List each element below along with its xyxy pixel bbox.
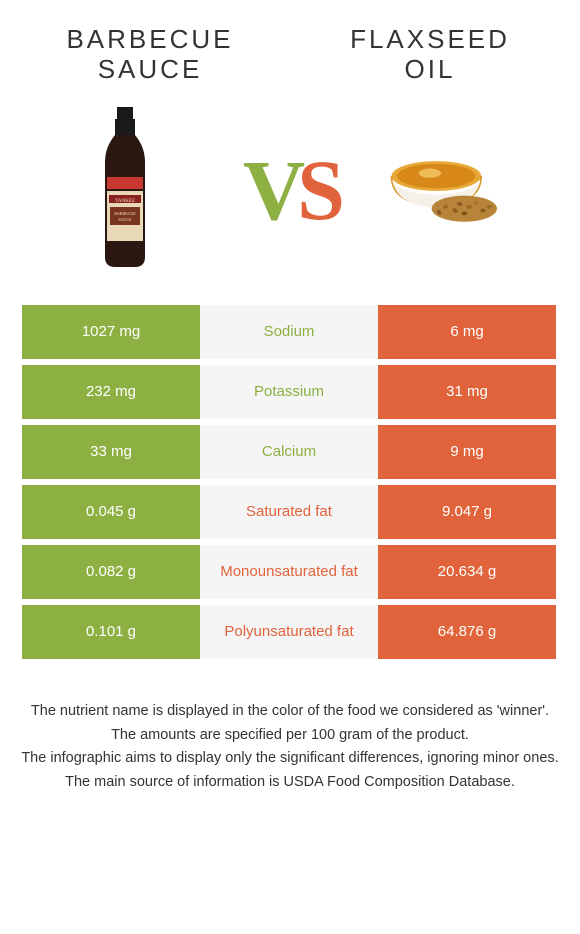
left-value-cell: 0.045 g — [22, 485, 200, 539]
nutrient-name-cell: Calcium — [200, 425, 378, 479]
right-value-cell: 31 mg — [378, 365, 556, 419]
right-value-cell: 9.047 g — [378, 485, 556, 539]
left-food-title: BARBECUE SAUCE — [50, 25, 250, 85]
nutrient-name-cell: Saturated fat — [200, 485, 378, 539]
table-row: 1027 mgSodium6 mg — [22, 305, 558, 359]
table-row: 232 mgPotassium31 mg — [22, 365, 558, 419]
footer-line4: The main source of information is USDA F… — [20, 772, 560, 794]
flaxseed-oil-icon — [385, 135, 525, 245]
footer-line3: The infographic aims to display only the… — [20, 748, 560, 770]
table-row: 33 mgCalcium9 mg — [22, 425, 558, 479]
left-value-cell: 33 mg — [22, 425, 200, 479]
vs-v-letter: V — [243, 142, 297, 238]
left-title-line1: BARBECUE — [50, 25, 250, 55]
right-title-line2: OIL — [330, 55, 530, 85]
right-value-cell: 64.876 g — [378, 605, 556, 659]
right-title-line1: FLAXSEED — [330, 25, 530, 55]
right-value-cell: 6 mg — [378, 305, 556, 359]
table-row: 0.082 gMonounsaturated fat20.634 g — [22, 545, 558, 599]
vs-label: VS — [243, 140, 337, 240]
right-value-cell: 9 mg — [378, 425, 556, 479]
right-food-title: FLAXSEED OIL — [330, 25, 530, 85]
left-value-cell: 0.082 g — [22, 545, 200, 599]
right-value-cell: 20.634 g — [378, 545, 556, 599]
right-food-image — [385, 105, 525, 275]
svg-text:SAUCE: SAUCE — [118, 217, 132, 222]
left-value-cell: 0.101 g — [22, 605, 200, 659]
nutrient-name-cell: Sodium — [200, 305, 378, 359]
nutrient-name-cell: Potassium — [200, 365, 378, 419]
svg-text:YANKEE: YANKEE — [115, 199, 135, 204]
images-row: YANKEE BARBECUE SAUCE VS — [0, 85, 580, 305]
left-title-line2: SAUCE — [50, 55, 250, 85]
header: BARBECUE SAUCE FLAXSEED OIL — [0, 0, 580, 85]
svg-text:BARBECUE: BARBECUE — [114, 211, 136, 216]
comparison-table: 1027 mgSodium6 mg 232 mgPotassium31 mg 33 … — [22, 305, 558, 659]
table-row: 0.045 gSaturated fat9.047 g — [22, 485, 558, 539]
nutrient-name-cell: Polyunsaturated fat — [200, 605, 378, 659]
left-value-cell: 232 mg — [22, 365, 200, 419]
footer-notes: The nutrient name is displayed in the co… — [0, 701, 580, 794]
nutrient-name-cell: Monounsaturated fat — [200, 545, 378, 599]
vs-s-letter: S — [297, 142, 337, 238]
footer-line1: The nutrient name is displayed in the co… — [20, 701, 560, 723]
left-food-image: YANKEE BARBECUE SAUCE — [55, 105, 195, 275]
table-row: 0.101 gPolyunsaturated fat64.876 g — [22, 605, 558, 659]
bbq-bottle-icon: YANKEE BARBECUE SAUCE — [95, 107, 155, 272]
footer-line2: The amounts are specified per 100 gram o… — [20, 725, 560, 747]
left-value-cell: 1027 mg — [22, 305, 200, 359]
